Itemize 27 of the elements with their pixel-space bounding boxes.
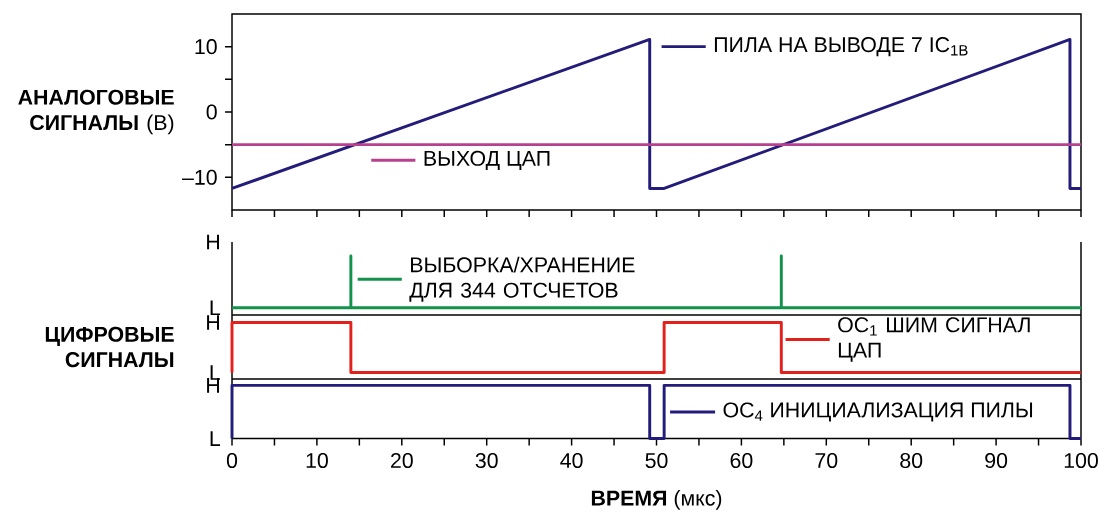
legend-label: ПИЛА НА ВЫВОДЕ 7 IC$_{1B}$	[714, 37, 968, 57]
legend-label: OC$_{4}$ ИНИЦИАЛИЗАЦИЯ ПИЛЫ	[723, 402, 1033, 422]
y-tick-label: –10	[182, 169, 217, 185]
x-tick-label: 70	[815, 452, 838, 469]
y-axis-title: АНАЛОГОВЫЕ СИГНАЛЫ (В)	[18, 89, 174, 135]
x-tick-label: 20	[391, 452, 413, 469]
text: L	[210, 431, 221, 446]
x-tick-label: 60	[730, 452, 753, 469]
legend-label: ВЫХОД ЦАП	[424, 150, 550, 170]
text: H	[207, 315, 219, 330]
x-tick-label: 80	[900, 452, 923, 469]
y-tick-label: 10	[195, 39, 217, 55]
x-tick-label: 10	[306, 452, 328, 469]
x-tick-label: 100	[1064, 452, 1098, 469]
legend-label: ВЫБОРКА/ХРАНЕНИЕ ДЛЯ 344 ОТСЧЕТОВ	[409, 256, 635, 302]
x-tick-label: 50	[645, 452, 668, 469]
x-tick-label: 90	[985, 452, 1008, 469]
y-axis-title: ЦИФРОВЫЕ СИГНАЛЫ	[45, 326, 174, 368]
legend-label: OC$_{1}$ ШИМ СИГНАЛ ЦАП	[838, 317, 1030, 362]
x-tick-label: 30	[475, 452, 498, 469]
text: L	[210, 300, 221, 316]
y-tick-label: 0	[206, 104, 217, 120]
text: H	[207, 234, 219, 250]
x-tick-label: 40	[560, 452, 583, 469]
x-axis-title: ВРЕМЯ (мкс)	[591, 489, 722, 510]
x-tick-label: 0	[226, 452, 238, 469]
text: H	[207, 378, 219, 393]
